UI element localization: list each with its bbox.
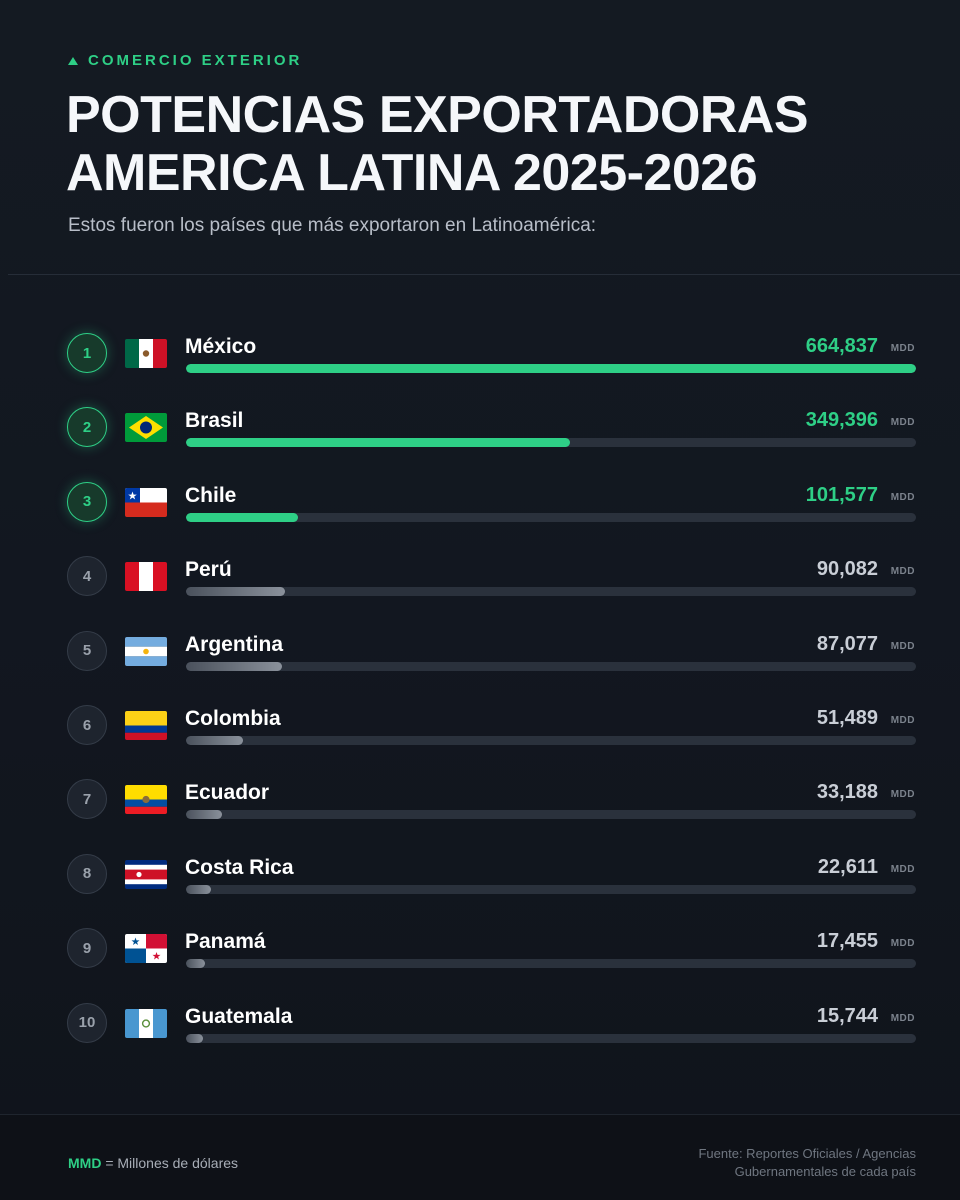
page-subtitle: Estos fueron los países que más exportar…: [68, 215, 597, 236]
bar-track: [186, 959, 916, 969]
rank-badge: 8: [67, 853, 107, 894]
bar: [186, 1033, 204, 1043]
triangle-up-icon: [68, 56, 78, 65]
data-label: 15,744: [816, 1004, 878, 1027]
unit-label: MDD: [890, 863, 915, 875]
legend-abbr: MMD: [68, 1155, 102, 1171]
bar-row: 7 Ecuador 33,188 MDD: [0, 779, 960, 853]
unit-label: MDD: [890, 417, 915, 429]
argentina-flag-icon: [125, 636, 167, 666]
bar-track: [186, 1033, 916, 1043]
bar: [186, 512, 298, 522]
bar: [186, 438, 570, 448]
bar-row: 1 México 664,837 MDD: [0, 333, 960, 407]
source-line-2: Gubernamentales de cada país: [734, 1164, 916, 1179]
category-label: Guatemala: [185, 1004, 293, 1028]
unit-label: MDD: [890, 566, 915, 578]
costa-rica-flag-icon: [125, 859, 167, 889]
rank-badge: 5: [67, 630, 107, 671]
bar-track: [186, 884, 916, 894]
rank-badge: 6: [67, 705, 107, 745]
bar-track: [186, 810, 916, 820]
bar-track: [186, 661, 916, 671]
category-label: Ecuador: [185, 781, 270, 805]
bar-row: 3 Chile 101,577 MDD: [0, 481, 960, 556]
title-line-1: POTENCIAS EXPORTADORAS: [66, 86, 809, 144]
kicker-label: COMERCIO EXTERIOR: [88, 52, 303, 69]
colombia-flag-icon: [125, 711, 167, 740]
data-label: 349,396: [805, 409, 878, 432]
bar-row: 9 Panamá 17,455 MDD: [0, 928, 960, 1002]
rank-badge: 10: [67, 1002, 107, 1043]
unit-label: MDD: [890, 491, 915, 503]
data-label: 33,188: [816, 781, 878, 804]
data-label: 90,082: [816, 558, 878, 581]
unit-legend: MMD = Millones de dólares: [68, 1155, 238, 1171]
unit-label: MDD: [890, 938, 915, 950]
bar-row: 2 Brasil 349,396 MDD: [0, 407, 960, 481]
category-label: Costa Rica: [185, 855, 294, 879]
rank-badge: 7: [67, 779, 107, 820]
bar-track: [186, 512, 916, 522]
bar-row: 5 Argentina 87,077 MDD: [0, 630, 960, 705]
unit-label: MDD: [890, 789, 915, 801]
rank-badge: 3: [67, 481, 107, 522]
unit-label: MDD: [890, 1012, 915, 1024]
chile-flag-icon: [125, 487, 167, 517]
bar-track: [186, 736, 916, 745]
source-note: Fuente: Reportes Oficiales / Agencias Gu…: [616, 1145, 916, 1181]
bar-track: [186, 364, 916, 373]
data-label: 101,577: [805, 483, 878, 506]
bar: [186, 661, 282, 671]
data-label: 17,455: [816, 930, 878, 953]
bar-row: 4 Perú 90,082 MDD: [0, 556, 960, 630]
category-label: Perú: [185, 558, 232, 582]
bar: [186, 810, 223, 820]
footer: MMD = Millones de dólares Fuente: Report…: [0, 1114, 960, 1200]
unit-label: MDD: [890, 640, 915, 652]
guatemala-flag-icon: [125, 1008, 167, 1038]
ecuador-flag-icon: [125, 785, 167, 815]
page-title: POTENCIAS EXPORTADORAS AMERICA LATINA 20…: [66, 86, 926, 202]
rank-badge: 4: [67, 556, 107, 597]
rank-badge: 2: [67, 407, 107, 448]
category-label: Argentina: [185, 632, 284, 656]
category-label: Brasil: [185, 409, 244, 433]
data-label: 87,077: [816, 632, 878, 655]
panama-flag-icon: [125, 934, 167, 964]
unit-label: MDD: [890, 715, 915, 726]
bar: [186, 587, 285, 597]
bar: [186, 364, 916, 373]
legend-text: = Millones de dólares: [101, 1155, 239, 1171]
bar-row: 6 Colombia 51,489 MDD: [0, 705, 960, 779]
bar-track: [186, 438, 916, 448]
rank-badge: 9: [67, 928, 107, 969]
peru-flag-icon: [125, 562, 167, 592]
header: COMERCIO EXTERIOR POTENCIAS EXPORTADORAS…: [0, 0, 960, 274]
bar: [186, 884, 211, 894]
data-label: 51,489: [816, 707, 878, 729]
unit-label: MDD: [890, 343, 915, 354]
category-label: Colombia: [185, 707, 281, 730]
kicker: COMERCIO EXTERIOR: [68, 52, 302, 69]
category-label: Chile: [185, 483, 237, 507]
bar-track: [186, 587, 916, 597]
mexico-flag-icon: [125, 339, 167, 368]
rank-badge: 1: [67, 333, 107, 373]
source-line-1: Fuente: Reportes Oficiales / Agencias: [698, 1146, 916, 1161]
data-label: 22,611: [817, 855, 878, 878]
title-line-2: AMERICA LATINA 2025-2026: [66, 144, 758, 202]
header-divider: [8, 274, 960, 275]
bar: [186, 736, 243, 745]
bar: [186, 959, 206, 969]
brazil-flag-icon: [125, 413, 167, 443]
data-label: 664,837: [805, 335, 878, 357]
category-label: México: [185, 335, 257, 358]
bar-row: 10 Guatemala 15,744 MDD: [0, 1002, 960, 1077]
category-label: Panamá: [185, 930, 266, 954]
bar-row: 8 Costa Rica 22,611 MDD: [0, 853, 960, 928]
